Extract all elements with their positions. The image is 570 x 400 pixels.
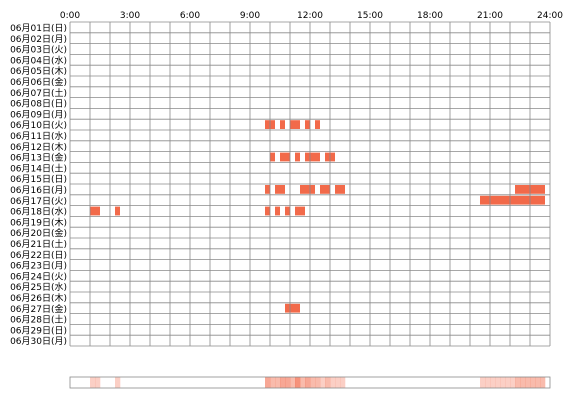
summary-density-cell xyxy=(300,377,306,388)
active-slot-bar xyxy=(335,185,345,194)
row-labels: 06月01日(日)06月02日(月)06月03日(火)06月04日(水)06月0… xyxy=(10,23,67,347)
row-label: 06月15日(日) xyxy=(10,174,67,185)
active-slot-bar xyxy=(265,206,270,216)
summary-density-cell xyxy=(540,377,546,388)
grid-lines xyxy=(69,21,551,347)
x-axis-ticks: 0:00 3:00 6:00 9:00 12:00 15:00 18:00 21:00 24:0… xyxy=(60,11,563,21)
active-slot-bar xyxy=(295,152,300,162)
x-tick-label: 15:00 xyxy=(357,11,383,21)
active-slot-bar xyxy=(275,206,280,216)
row-label: 06月12日(木) xyxy=(10,141,67,153)
summary-density-cell xyxy=(115,377,121,388)
x-tick-label: 21:00 xyxy=(477,11,503,21)
row-label: 06月01日(日) xyxy=(10,23,67,34)
summary-density-cell xyxy=(310,377,316,388)
active-slot-bar xyxy=(480,195,545,205)
row-label: 06月02日(月) xyxy=(10,34,67,45)
row-label: 06月23日(月) xyxy=(10,261,67,272)
summary-strip xyxy=(69,376,551,389)
row-label: 06月25日(水) xyxy=(10,281,67,293)
row-label: 06月08日(日) xyxy=(10,99,67,110)
summary-density-cell xyxy=(515,377,521,388)
active-slot-bar xyxy=(300,185,315,194)
row-label: 06月06日(金) xyxy=(10,76,67,88)
row-label: 06月19日(木) xyxy=(10,216,67,228)
x-tick-label: 24:00 xyxy=(537,11,563,21)
active-slot-bar xyxy=(90,206,100,216)
row-label: 06月07日(土) xyxy=(10,87,67,99)
summary-density-cell xyxy=(535,377,541,388)
x-tick-label: 6:00 xyxy=(180,11,200,21)
row-label: 06月05日(木) xyxy=(10,65,67,77)
row-label: 06月29日(日) xyxy=(10,325,67,336)
active-slot-bar xyxy=(280,120,285,129)
summary-density-cell xyxy=(315,377,321,388)
summary-density-cell xyxy=(340,377,346,388)
summary-density-cell xyxy=(520,377,526,388)
row-label: 06月03日(火) xyxy=(10,45,67,56)
summary-strip-frame xyxy=(69,376,551,389)
summary-density-cell xyxy=(490,377,496,388)
x-tick-label: 18:00 xyxy=(417,11,443,21)
active-slot-bar xyxy=(290,120,300,129)
active-slot-bar xyxy=(115,206,120,216)
row-label: 06月18日(水) xyxy=(10,206,67,218)
row-label: 06月22日(日) xyxy=(10,250,67,261)
summary-density-cell xyxy=(90,377,96,388)
summary-density-cell xyxy=(330,377,336,388)
summary-density-cell xyxy=(335,377,341,388)
summary-density-cell xyxy=(285,377,291,388)
x-tick-label: 9:00 xyxy=(240,11,260,21)
row-label: 06月20日(金) xyxy=(10,227,67,239)
active-slot-bar xyxy=(285,206,290,216)
row-label: 06月17日(火) xyxy=(10,196,67,207)
active-slot-bar xyxy=(265,185,270,194)
active-slot-bar xyxy=(275,185,285,194)
active-slot-bar xyxy=(305,152,320,162)
active-slot-bar xyxy=(285,303,300,313)
row-label: 06月04日(水) xyxy=(10,54,67,66)
row-label: 06月26日(木) xyxy=(10,292,67,304)
summary-density-cell xyxy=(95,377,101,388)
summary-density-cell xyxy=(320,377,326,388)
summary-density-cell xyxy=(270,377,276,388)
summary-density-cell xyxy=(325,377,331,388)
row-label: 06月24日(火) xyxy=(10,271,67,282)
active-slot-bar xyxy=(305,120,310,129)
row-label: 06月14日(土) xyxy=(10,162,67,174)
summary-density-cell xyxy=(290,377,296,388)
summary-density-cell xyxy=(505,377,511,388)
active-slot-bar xyxy=(320,185,330,194)
row-label: 06月10日(火) xyxy=(10,120,67,131)
summary-density-cell xyxy=(495,377,501,388)
row-label: 06月16日(月) xyxy=(10,185,67,196)
summary-density-cell xyxy=(275,377,281,388)
summary-density-cell xyxy=(510,377,516,388)
x-tick-label: 3:00 xyxy=(120,11,140,21)
row-label: 06月21日(土) xyxy=(10,238,67,250)
summary-density-cell xyxy=(280,377,286,388)
x-tick-label: 12:00 xyxy=(297,11,323,21)
active-slot-bar xyxy=(270,152,275,162)
row-label: 06月27日(金) xyxy=(10,303,67,315)
x-tick-label: 0:00 xyxy=(60,11,80,21)
summary-density-cell xyxy=(305,377,311,388)
active-slot-bar xyxy=(315,120,320,129)
summary-density-cell xyxy=(485,377,491,388)
summary-density-cell xyxy=(480,377,486,388)
row-label: 06月13日(金) xyxy=(10,152,67,164)
summary-density-cell xyxy=(530,377,536,388)
summary-density-cell xyxy=(500,377,506,388)
active-slot-bar xyxy=(280,152,290,162)
summary-density-cell xyxy=(265,377,271,388)
row-label: 06月28日(土) xyxy=(10,314,67,326)
summary-density-cell xyxy=(295,377,301,388)
summary-density-cell xyxy=(525,377,531,388)
active-slot-bar xyxy=(295,206,305,216)
row-label: 06月09日(月) xyxy=(10,109,67,120)
row-label: 06月11日(水) xyxy=(10,130,67,142)
row-label: 06月30日(月) xyxy=(10,336,67,347)
